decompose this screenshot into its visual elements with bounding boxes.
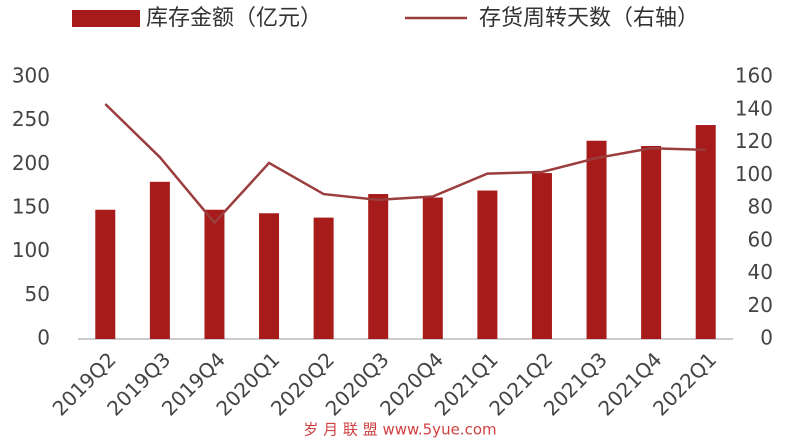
bar xyxy=(641,145,662,339)
y-tick-label: 300 xyxy=(12,64,50,88)
y2-tick-label: 160 xyxy=(735,64,773,88)
line xyxy=(104,103,706,225)
y-tick-label: 0 xyxy=(37,326,50,350)
y-tick-label: 250 xyxy=(12,107,50,131)
y2-tick-label: 60 xyxy=(748,227,773,251)
bar xyxy=(259,213,280,339)
legend-label: 存货周转天数（右轴） xyxy=(479,6,699,31)
bar xyxy=(531,173,552,339)
bar xyxy=(204,209,225,339)
bar xyxy=(313,217,334,339)
bar xyxy=(149,181,170,339)
y2-tick-label: 40 xyxy=(748,260,773,284)
bar xyxy=(477,190,498,339)
y2-tick-label: 80 xyxy=(748,195,773,219)
watermark: 岁 月 联 盟 www.5yue.com xyxy=(303,421,496,439)
y2-tick-label: 120 xyxy=(735,129,773,153)
y-tick-label: 200 xyxy=(12,151,50,175)
y2-tick-label: 140 xyxy=(735,96,773,120)
bar xyxy=(695,125,716,340)
legend-label: 库存金额（亿元） xyxy=(146,6,322,31)
bar xyxy=(422,197,443,339)
y2-tick-label: 0 xyxy=(760,326,773,350)
bar xyxy=(368,194,389,339)
y-tick-label: 50 xyxy=(25,282,50,306)
bar xyxy=(586,140,607,339)
y-tick-label: 100 xyxy=(12,238,50,262)
y2-tick-label: 20 xyxy=(748,293,773,317)
legend-swatch xyxy=(72,10,140,27)
y-tick-label: 150 xyxy=(12,195,50,219)
y2-tick-label: 100 xyxy=(735,162,773,186)
bar xyxy=(95,209,116,339)
